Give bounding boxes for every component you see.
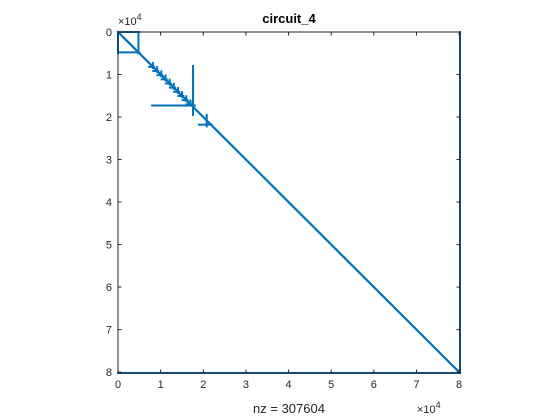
y-tick-label: 0 — [106, 27, 112, 39]
x-tick-label: 1 — [158, 379, 164, 391]
x-tick-label: 4 — [285, 379, 291, 391]
x-tick-label: 7 — [413, 379, 419, 391]
y-tick-label: 2 — [106, 112, 112, 124]
y-tick-label: 4 — [106, 197, 112, 209]
y-axis-multiplier: ×104 — [118, 12, 142, 28]
x-tick-label: 0 — [115, 379, 121, 391]
x-tick-label: 6 — [371, 379, 377, 391]
y-tick-label: 7 — [106, 325, 112, 337]
x-axis-ticks: 0 1 2 3 4 5 6 7 8 — [115, 31, 462, 391]
y-tick-label: 3 — [106, 155, 112, 167]
chart-title: circuit_4 — [262, 11, 316, 26]
y-axis-multiplier-base: ×10 — [118, 16, 137, 28]
x-tick-label: 5 — [328, 379, 334, 391]
y-tick-label: 8 — [106, 367, 112, 379]
x-axis-multiplier-exponent: 4 — [436, 400, 441, 410]
nonzero-segment-diagonal — [116, 30, 462, 375]
x-tick-label: 2 — [200, 379, 206, 391]
y-axis-multiplier-exponent: 4 — [137, 12, 142, 22]
x-tick-label: 8 — [456, 379, 462, 391]
x-tick-label: 3 — [243, 379, 249, 391]
y-tick-label: 1 — [106, 70, 112, 82]
y-axis-ticks: 0 1 2 3 4 5 6 7 8 — [106, 27, 461, 379]
y-tick-label: 6 — [106, 282, 112, 294]
x-axis-multiplier-base: ×10 — [417, 404, 436, 416]
x-axis-label: nz = 307604 — [253, 401, 325, 416]
x-axis-multiplier: ×104 — [417, 400, 441, 416]
y-tick-label: 5 — [106, 240, 112, 252]
